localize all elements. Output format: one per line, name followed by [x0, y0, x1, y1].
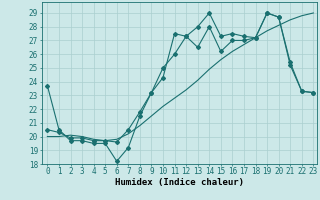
X-axis label: Humidex (Indice chaleur): Humidex (Indice chaleur)	[115, 178, 244, 187]
